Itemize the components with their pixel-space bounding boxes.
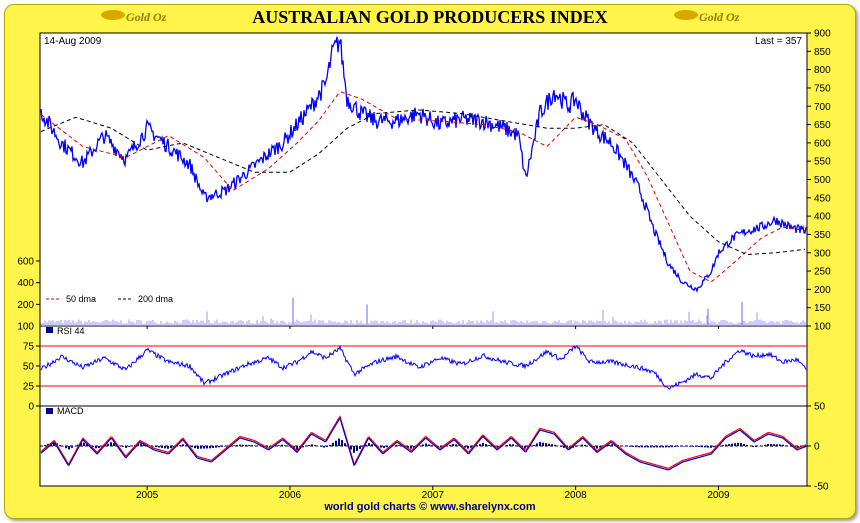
y-tick-label-right: 550 <box>814 157 831 168</box>
volume-tick-label: 200 <box>17 300 34 311</box>
x-tick-label: 2007 <box>422 490 445 501</box>
y-tick-label-right: 800 <box>814 65 831 76</box>
legend-200dma: 200 dma <box>138 294 173 304</box>
main-panel <box>39 32 808 327</box>
y-tick-label-right: 400 <box>814 212 831 223</box>
chart-title: AUSTRALIAN GOLD PRODUCERS INDEX <box>252 7 608 27</box>
y-tick-label-right: 500 <box>814 175 831 186</box>
y-tick-label-right: 200 <box>814 285 831 296</box>
y-tick-label-right: 700 <box>814 102 831 113</box>
date-label: 14-Aug 2009 <box>44 36 102 47</box>
macd-tick-label: -50 <box>814 482 829 493</box>
volume-tick-label: 100 <box>17 322 34 333</box>
macd-plot <box>40 415 807 471</box>
y-tick-label-right: 750 <box>814 83 831 94</box>
y-tick-label-right: 600 <box>814 138 831 149</box>
logo-left-text: Gold Oz <box>126 10 167 24</box>
last-value-label: Last = 357 <box>755 36 802 47</box>
footer-credit: world gold charts © www.sharelynx.com <box>323 501 535 513</box>
price-line <box>40 36 807 294</box>
x-tick-label: 2005 <box>136 490 159 501</box>
macd-label-swatch <box>46 408 53 414</box>
y-tick-label-right: 350 <box>814 230 831 241</box>
x-tick-label: 2006 <box>279 490 302 501</box>
rsi-line <box>40 344 807 390</box>
header: Gold Oz AUSTRALIAN GOLD PRODUCERS INDEX … <box>101 7 740 27</box>
y-tick-label-right: 150 <box>814 303 831 314</box>
logo-right-text: Gold Oz <box>699 10 740 24</box>
price-plot <box>40 36 807 294</box>
rsi-tick-label: 50 <box>23 362 35 373</box>
dma200-line <box>40 109 806 256</box>
volume-tick-label: 400 <box>17 278 34 289</box>
x-tick-label: 2009 <box>707 490 730 501</box>
dma50-line <box>40 91 806 283</box>
rsi-tick-label: 75 <box>23 342 35 353</box>
legend-50dma: 50 dma <box>66 294 96 304</box>
rsi-panel <box>39 325 808 407</box>
volume-tick-label: 600 <box>17 257 34 268</box>
rsi-tick-label: 0 <box>28 402 34 413</box>
y-tick-label-right: 450 <box>814 193 831 204</box>
y-tick-label-right: 100 <box>814 322 831 333</box>
volume-bars <box>40 297 806 326</box>
rsi-plot <box>40 344 807 390</box>
legend: 50 dma 200 dma <box>46 294 173 304</box>
y-tick-label-right: 850 <box>814 47 831 58</box>
y-tick-label-right: 300 <box>814 248 831 259</box>
y-tick-label-right: 650 <box>814 120 831 131</box>
macd-tick-label: 50 <box>814 402 826 413</box>
logo-left: Gold Oz <box>101 10 167 24</box>
axes: 1001502002503003504004505005506006507007… <box>17 29 831 502</box>
rsi-label: RSI 44 <box>57 326 85 336</box>
x-tick-label: 2008 <box>564 490 587 501</box>
y-tick-label-right: 250 <box>814 267 831 278</box>
rsi-label-swatch <box>46 327 53 333</box>
macd-line <box>40 416 807 471</box>
macd-label: MACD <box>57 406 84 416</box>
y-tick-label-right: 900 <box>814 29 831 40</box>
macd-signal-line <box>40 415 807 469</box>
macd-tick-label: 0 <box>814 442 820 453</box>
rsi-tick-label: 25 <box>23 382 35 393</box>
logo-right: Gold Oz <box>674 10 740 24</box>
